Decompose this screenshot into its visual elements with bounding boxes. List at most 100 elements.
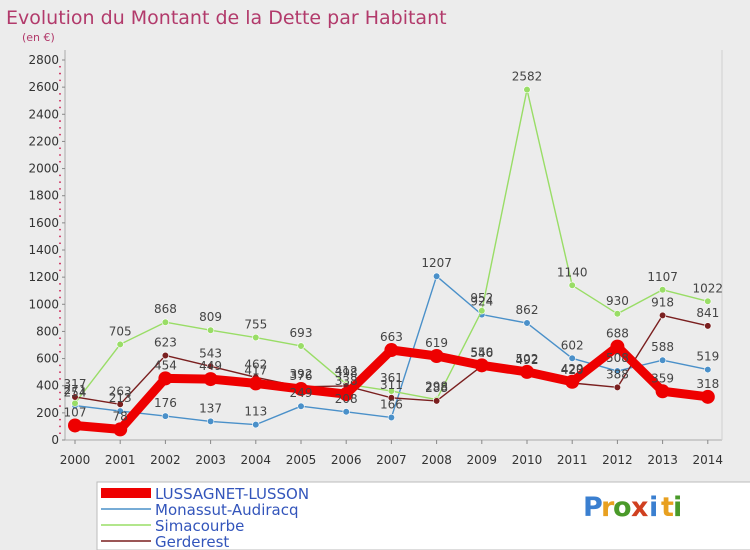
- data-label: 462: [244, 357, 267, 371]
- data-label: 924: [470, 295, 493, 309]
- data-label: 78: [113, 409, 128, 423]
- y-minor-tick: [59, 106, 61, 109]
- data-label: 492: [516, 353, 539, 367]
- y-minor-tick: [59, 283, 61, 285]
- data-label: 918: [651, 295, 674, 309]
- data-point: [658, 286, 667, 294]
- y-minor-tick: [59, 269, 61, 272]
- data-point: [429, 348, 444, 363]
- data-label: 841: [696, 306, 719, 320]
- data-label: 176: [154, 396, 177, 410]
- data-point: [116, 400, 124, 408]
- y-minor-tick: [59, 310, 61, 312]
- y-minor-tick: [59, 65, 61, 68]
- x-tick-label: 2009: [467, 453, 498, 467]
- y-minor-tick: [59, 323, 61, 326]
- data-label: 359: [651, 371, 674, 385]
- legend-label: LUSSAGNET-LUSSON: [155, 485, 309, 503]
- data-label: 288: [425, 381, 448, 395]
- data-label: 317: [64, 377, 87, 391]
- y-minor-tick: [59, 296, 61, 299]
- y-minor-tick: [59, 99, 61, 102]
- data-label: 519: [696, 350, 719, 364]
- data-label: 412: [335, 364, 358, 378]
- data-point: [655, 384, 670, 399]
- data-label: 619: [425, 336, 448, 350]
- data-point: [704, 297, 712, 305]
- data-point: [565, 374, 580, 389]
- data-point: [203, 372, 218, 387]
- data-point: [474, 358, 489, 373]
- y-tick-label: 2800: [28, 53, 59, 67]
- y-minor-tick: [59, 364, 61, 367]
- data-point: [252, 333, 260, 342]
- data-label: 208: [335, 392, 358, 406]
- data-point: [613, 383, 622, 391]
- data-label: 705: [109, 324, 132, 338]
- y-minor-tick: [59, 255, 61, 258]
- data-point: [342, 408, 350, 416]
- y-minor-tick: [59, 378, 61, 380]
- data-label: 361: [380, 371, 403, 385]
- x-tick-label: 2007: [376, 453, 407, 467]
- data-label: 338: [335, 374, 358, 388]
- y-tick-label: 600: [36, 352, 59, 366]
- data-label: 376: [290, 369, 313, 383]
- data-label: 1140: [557, 265, 588, 279]
- data-point: [658, 356, 667, 364]
- y-minor-tick: [59, 242, 61, 245]
- y-minor-tick: [59, 418, 61, 421]
- y-minor-tick: [59, 371, 61, 374]
- y-tick-label: 2400: [28, 107, 59, 121]
- y-minor-tick: [59, 425, 61, 428]
- data-label: 254: [64, 386, 87, 400]
- data-point: [207, 362, 215, 370]
- x-axis-ticks: 2000 2001 2002 2003 2004 2005 2006 2007 2008 2009…: [60, 440, 723, 467]
- y-minor-tick: [59, 344, 61, 346]
- x-tick-label: 2002: [150, 453, 181, 467]
- x-tick-label: 2013: [647, 453, 678, 467]
- data-point: [207, 326, 215, 334]
- y-tick-label: 2000: [28, 162, 59, 176]
- y-tick-label: 2600: [28, 80, 59, 94]
- data-point: [161, 351, 169, 360]
- data-point: [700, 389, 715, 404]
- data-point: [704, 322, 712, 330]
- data-point: [252, 421, 260, 429]
- data-label: 388: [606, 367, 629, 381]
- y-minor-tick: [59, 147, 61, 150]
- logo-letter: i: [673, 492, 682, 523]
- data-label: 755: [244, 318, 267, 332]
- data-label: 449: [199, 359, 222, 373]
- data-label: 688: [606, 327, 629, 341]
- data-label: 429: [561, 362, 584, 376]
- data-label: 588: [651, 340, 674, 354]
- y-minor-tick: [59, 93, 61, 95]
- x-tick-label: 2004: [241, 453, 272, 467]
- x-tick-label: 2012: [602, 453, 633, 467]
- proxiti-logo: Pro x i t i: [583, 492, 682, 523]
- data-point: [207, 417, 215, 426]
- data-label: 862: [516, 303, 539, 317]
- x-tick-label: 2014: [693, 453, 724, 467]
- data-label: 417: [244, 363, 267, 377]
- data-label: 2582: [512, 70, 543, 84]
- data-point: [161, 318, 169, 326]
- data-point: [68, 418, 82, 433]
- logo-letter: r: [601, 492, 615, 523]
- y-minor-tick: [59, 228, 61, 231]
- logo-letter: x: [631, 492, 648, 523]
- chart-subtitle: (en €): [22, 31, 55, 44]
- data-label: 502: [516, 352, 539, 366]
- y-minor-tick: [59, 316, 61, 319]
- data-point: [658, 311, 667, 320]
- y-tick-label: 0: [51, 433, 59, 447]
- data-label: 271: [64, 383, 87, 397]
- y-tick-label: 1600: [28, 216, 59, 230]
- y-minor-tick: [59, 79, 61, 82]
- x-tick-label: 2005: [286, 453, 317, 467]
- data-label: 623: [154, 335, 177, 349]
- data-label: 166: [380, 397, 403, 411]
